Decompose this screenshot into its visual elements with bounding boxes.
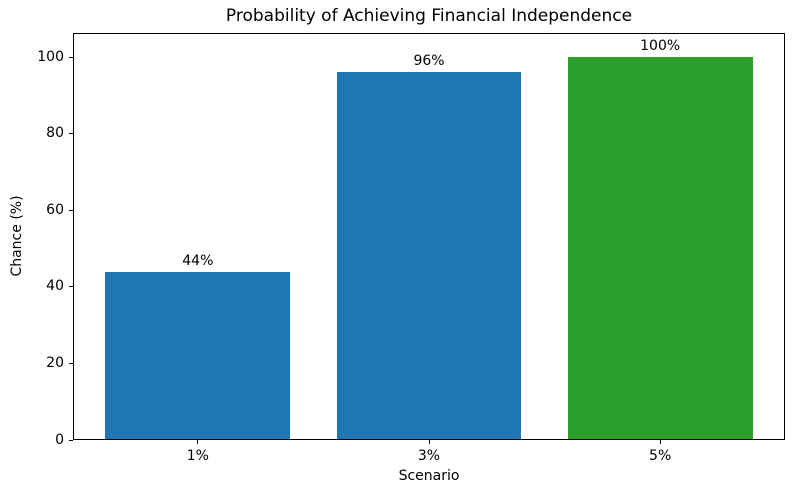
x-tick-mark <box>197 440 199 444</box>
y-tick-mark <box>69 133 73 135</box>
y-tick-mark <box>69 362 73 364</box>
y-tick-mark <box>69 286 73 288</box>
bar <box>105 271 291 439</box>
bar-value-label: 44% <box>182 252 214 269</box>
x-tick-label: 1% <box>186 448 209 464</box>
y-tick-label: 0 <box>55 431 64 448</box>
x-axis-label: Scenario <box>398 468 460 484</box>
bar <box>336 72 522 439</box>
x-tick-label: 5% <box>649 448 672 464</box>
y-tick-label: 60 <box>46 201 64 218</box>
x-tick-mark <box>659 440 661 444</box>
y-tick-mark <box>69 56 73 58</box>
y-tick-label: 100 <box>37 48 64 65</box>
y-tick-label: 80 <box>46 125 64 142</box>
bar-value-label: 96% <box>413 53 445 70</box>
y-tick-mark <box>69 209 73 211</box>
y-tick-label: 40 <box>46 278 64 295</box>
y-tick-mark <box>69 439 73 441</box>
bar-value-label: 100% <box>640 38 681 55</box>
x-tick-mark <box>428 440 430 444</box>
x-tick-label: 3% <box>417 448 441 464</box>
chart-title: Probability of Achieving Financial Indep… <box>225 6 633 26</box>
bar <box>567 57 753 439</box>
y-tick-label: 20 <box>46 354 64 371</box>
plot-area <box>73 33 785 440</box>
